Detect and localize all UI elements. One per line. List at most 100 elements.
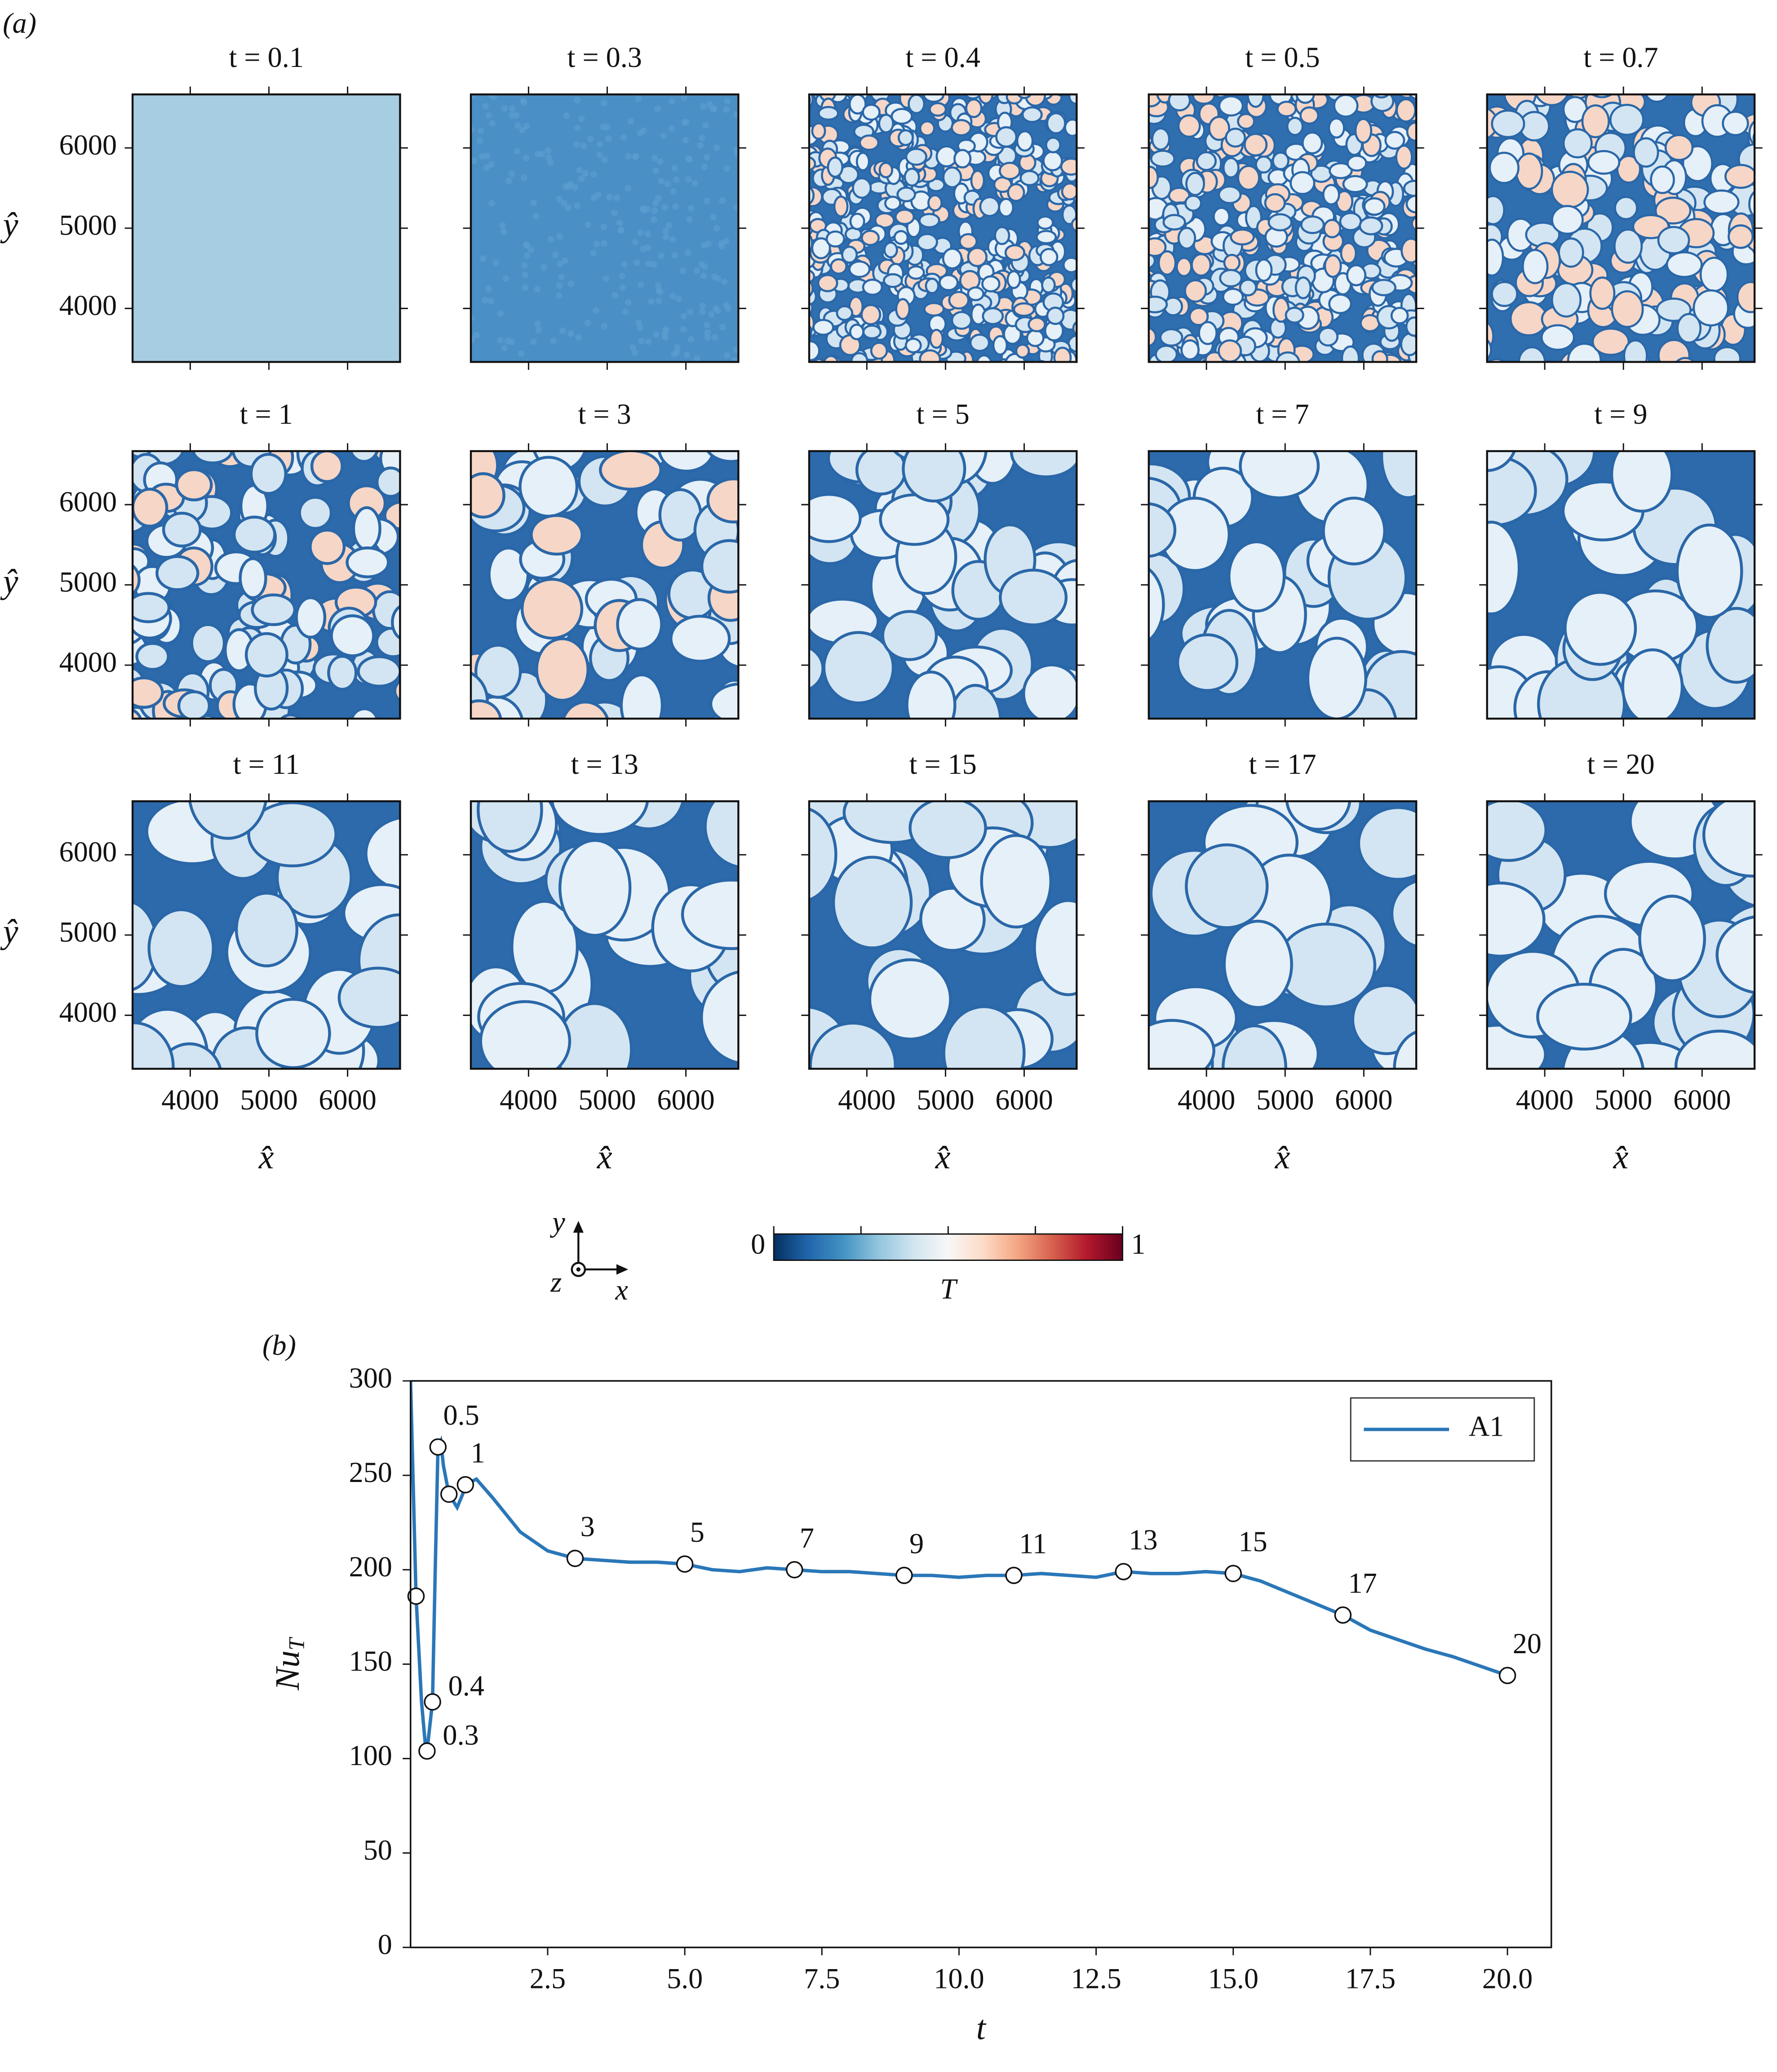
field-speck <box>521 262 528 269</box>
field-speck <box>534 320 541 327</box>
x-tick-label: 5000 <box>917 1084 974 1116</box>
field-texture <box>133 801 400 1069</box>
field-cell <box>133 676 164 709</box>
heatmap-panel: t = 20 4000 5000 6000 x̂ <box>1479 748 1763 1176</box>
field-speck <box>708 311 715 318</box>
field-cell <box>1042 150 1063 172</box>
field-cell <box>1325 364 1346 381</box>
field-speck <box>664 181 671 187</box>
panel-title: t = 17 <box>1249 748 1316 780</box>
field-cell <box>1610 451 1674 513</box>
field-cell <box>530 514 584 556</box>
field-cell <box>1341 361 1348 362</box>
field-cell <box>1354 118 1373 144</box>
marker-label: 13 <box>1129 1524 1157 1556</box>
data-marker <box>895 1566 913 1584</box>
field-cell <box>350 707 379 719</box>
field-speck <box>700 242 708 248</box>
field-cell <box>817 274 838 293</box>
field-cell <box>1611 290 1644 328</box>
field-cell <box>827 156 844 178</box>
data-marker <box>456 1476 474 1494</box>
field-speck <box>654 105 661 112</box>
field-cell <box>791 114 808 128</box>
field-cell <box>1126 282 1147 303</box>
field-speck <box>682 119 690 126</box>
field-cell <box>1370 94 1395 112</box>
y-tick-label: 0 <box>378 1928 392 1960</box>
field-speck <box>625 153 632 160</box>
marker-label: 3 <box>581 1511 595 1543</box>
field-speck <box>681 94 687 101</box>
field-cell <box>952 94 956 95</box>
field-speck <box>631 349 638 356</box>
field-cell <box>791 362 809 376</box>
field-speck <box>685 249 691 256</box>
field-cell <box>177 690 211 719</box>
field-cell <box>811 367 827 380</box>
field-cell <box>1395 144 1413 170</box>
y-tick-label: 300 <box>349 1362 392 1394</box>
y-tick-label: 5000 <box>59 916 117 948</box>
glyph-label: x <box>615 1274 628 1306</box>
field-speck <box>534 286 541 293</box>
field-cell <box>905 147 927 166</box>
field-cell <box>1175 257 1192 277</box>
heatmap-panel: t = 0.5 <box>1126 41 1436 381</box>
field-cell <box>998 198 1015 218</box>
x-tick-label: 5000 <box>1595 1084 1652 1116</box>
field-cell <box>1390 306 1409 324</box>
y-tick-label: 6000 <box>59 486 117 518</box>
field-cell <box>1184 279 1207 303</box>
field-cell <box>133 451 152 459</box>
field-speck <box>685 155 692 162</box>
field-cell <box>471 472 505 519</box>
data-marker <box>785 1561 803 1579</box>
field-cell <box>1177 226 1196 250</box>
field-cell <box>919 120 935 137</box>
field-speck <box>471 157 477 164</box>
glyph-arrowhead <box>616 1264 629 1275</box>
y-axis-label: ŷ <box>0 913 18 950</box>
field-speck <box>501 345 508 352</box>
panel-title: t = 1 <box>240 398 293 430</box>
field-cell <box>881 610 938 661</box>
panel-title: t = 0.4 <box>905 41 980 73</box>
field-cell <box>907 265 925 280</box>
field-cell <box>860 304 882 325</box>
field-cell <box>809 646 824 691</box>
field-cell <box>1567 342 1602 362</box>
field-cell <box>357 655 400 688</box>
field-speck <box>660 132 667 139</box>
field-speck <box>589 249 597 257</box>
heatmap-panel: t = 0.1 4000 5000 6000 ŷ <box>0 41 408 370</box>
field-cell <box>998 161 1021 180</box>
field-speck <box>703 197 710 204</box>
field-cell <box>994 226 1010 245</box>
field-cell <box>1150 150 1176 168</box>
field-cell <box>1664 134 1694 161</box>
field-cell <box>1415 217 1417 225</box>
field-cell <box>1654 196 1692 225</box>
field-speck <box>671 164 678 172</box>
field-cell <box>133 1021 175 1069</box>
field-cell <box>850 352 869 362</box>
field-cell <box>1420 230 1436 248</box>
field-cell <box>1299 106 1320 125</box>
field-cell <box>1218 95 1244 117</box>
field-cell <box>1233 75 1251 93</box>
field-speck <box>545 154 552 161</box>
field-speck <box>490 94 497 101</box>
field-cell <box>1339 212 1362 231</box>
field-speck <box>552 252 559 258</box>
field-cell <box>1322 497 1386 566</box>
field-cell <box>1623 339 1648 362</box>
field-cell <box>1558 237 1584 268</box>
field-cell <box>833 195 849 217</box>
field-cell <box>232 515 276 554</box>
field-cell <box>1351 984 1417 1056</box>
field-cell <box>1414 326 1417 336</box>
x-tick-label: 20.0 <box>1482 1962 1533 1994</box>
field-speck <box>606 194 613 200</box>
field-cell <box>1075 325 1077 335</box>
